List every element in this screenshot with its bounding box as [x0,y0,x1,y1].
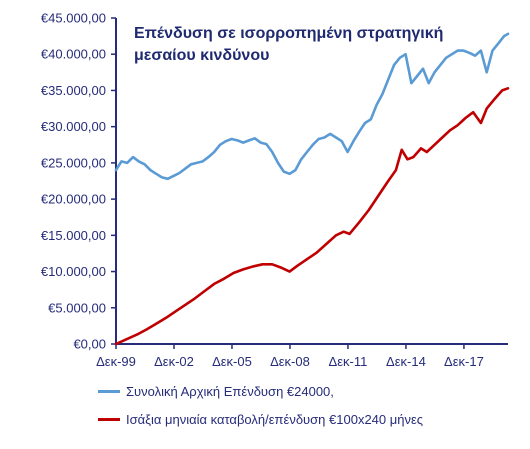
x-tick-label: Δεκ-14 [386,354,426,369]
y-tick-label: €35.000,00 [41,83,106,98]
y-tick-label: €20.000,00 [41,192,106,207]
y-tick-label: €40.000,00 [41,47,106,62]
x-tick-label: Δεκ-11 [329,354,368,369]
x-tick-label: Δεκ-02 [154,354,194,369]
x-tick-label: Δεκ-17 [444,354,484,369]
legend: Συνολική Αρχική Επένδυση €24000, Ισάξια … [98,380,423,430]
legend-swatch-red [98,417,120,421]
y-tick-label: €15.000,00 [41,228,106,243]
y-tick-label: €45.000,00 [41,11,106,26]
y-tick-label: €30.000,00 [41,119,106,134]
legend-item-monthly-investment: Ισάξια μηνιαία καταβολή/επένδυση €100x24… [98,408,423,430]
line-chart: €0,00 €5.000,00 €10.000,00 €15.000,00 €20.00… [41,11,510,369]
y-tick-label: €0,00 [73,337,106,352]
series-line-monthly-investment [114,87,510,346]
x-tick-label: Δεκ-99 [96,354,136,369]
legend-item-initial-investment: Συνολική Αρχική Επένδυση €24000, [98,380,423,402]
y-tick-label: €5.000,00 [48,300,106,315]
y-axis: €0,00 €5.000,00 €10.000,00 €15.000,00 €20.00… [41,11,117,352]
x-axis: Δεκ-99 Δεκ-02 Δεκ-05 Δεκ-08 Δεκ-11 Δεκ-14 Δεκ-… [96,343,508,369]
chart-title-line-2: μεσαίου κινδύνου [134,47,269,64]
chart-title-line-1: Επένδυση σε ισορροπημένη στρατηγική [134,25,443,42]
legend-label-monthly-investment: Ισάξια μηνιαία καταβολή/επένδυση €100x24… [126,411,424,427]
y-tick-label: €10.000,00 [41,264,106,279]
legend-swatch-blue [98,389,120,393]
series-line-initial-investment [114,32,510,181]
y-tick-label: €25.000,00 [41,155,106,170]
legend-label-initial-investment: Συνολική Αρχική Επένδυση €24000, [126,383,334,399]
series-lines [114,32,510,346]
x-tick-label: Δεκ-05 [212,354,252,369]
x-tick-label: Δεκ-08 [270,354,310,369]
